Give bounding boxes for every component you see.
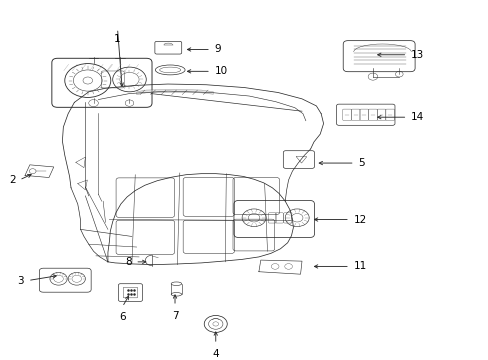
Text: 4: 4: [212, 349, 219, 359]
Text: 13: 13: [410, 50, 424, 60]
Text: 9: 9: [214, 45, 221, 54]
Text: 7: 7: [171, 311, 178, 321]
Text: 2: 2: [9, 175, 16, 185]
Text: 14: 14: [410, 112, 424, 122]
Text: 1: 1: [114, 33, 121, 44]
Text: 11: 11: [353, 261, 366, 271]
Text: 3: 3: [18, 275, 24, 285]
Text: 5: 5: [358, 158, 365, 168]
Text: 8: 8: [124, 257, 131, 267]
Text: 10: 10: [214, 66, 227, 76]
Text: 12: 12: [353, 215, 366, 225]
Polygon shape: [137, 89, 213, 95]
Text: 6: 6: [119, 312, 125, 322]
